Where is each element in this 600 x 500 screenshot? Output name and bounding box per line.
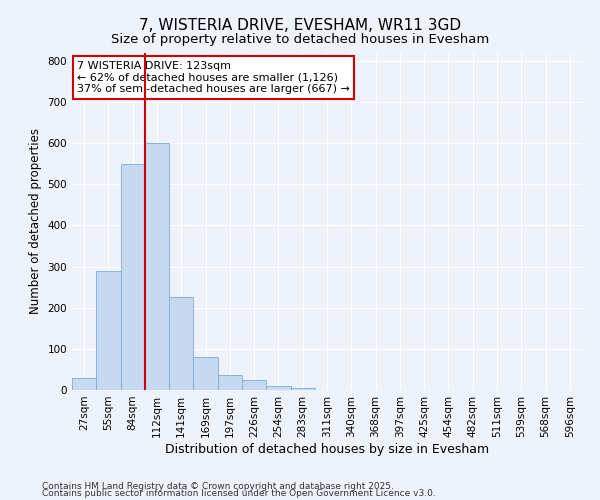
Bar: [121, 164, 145, 390]
Bar: [290, 388, 315, 390]
Bar: [145, 143, 169, 390]
Text: 7 WISTERIA DRIVE: 123sqm
← 62% of detached houses are smaller (1,126)
37% of sem: 7 WISTERIA DRIVE: 123sqm ← 62% of detach…: [77, 61, 350, 94]
X-axis label: Distribution of detached houses by size in Evesham: Distribution of detached houses by size …: [165, 442, 489, 456]
Bar: [266, 386, 290, 390]
Bar: [96, 270, 121, 390]
Bar: [218, 375, 242, 390]
Text: Contains HM Land Registry data © Crown copyright and database right 2025.: Contains HM Land Registry data © Crown c…: [42, 482, 394, 491]
Text: 7, WISTERIA DRIVE, EVESHAM, WR11 3GD: 7, WISTERIA DRIVE, EVESHAM, WR11 3GD: [139, 18, 461, 32]
Bar: [193, 357, 218, 390]
Bar: [72, 378, 96, 390]
Bar: [169, 298, 193, 390]
Text: Contains public sector information licensed under the Open Government Licence v3: Contains public sector information licen…: [42, 490, 436, 498]
Text: Size of property relative to detached houses in Evesham: Size of property relative to detached ho…: [111, 32, 489, 46]
Bar: [242, 380, 266, 390]
Y-axis label: Number of detached properties: Number of detached properties: [29, 128, 42, 314]
